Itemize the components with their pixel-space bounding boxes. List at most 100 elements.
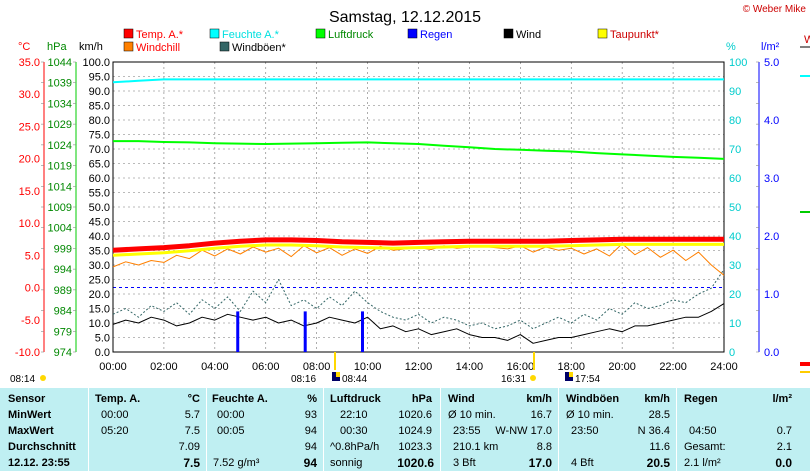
pressure-tick-label: 984 bbox=[54, 306, 72, 318]
gust-bft: 4 Bft bbox=[571, 457, 594, 469]
wind-tick-label: 20.0 bbox=[89, 289, 110, 301]
legend-swatch bbox=[209, 28, 220, 39]
wind-bft: 3 Bft bbox=[453, 457, 476, 469]
sun-marker-label: 08:44 bbox=[342, 374, 367, 385]
stats-col-humidity: Feuchte A. % 00:00 93 00:05 94 94 7.52 g… bbox=[207, 388, 323, 471]
rain-today: 2.1 l/m² bbox=[684, 457, 721, 469]
row-label-current: 12.12. 23:55 bbox=[8, 457, 70, 469]
right-edge-label: W bbox=[804, 34, 810, 46]
rain-tick-label: 2.0 bbox=[764, 231, 779, 243]
rain-total: 2.1 bbox=[776, 441, 792, 453]
legend-label: Luftdruck bbox=[328, 29, 374, 41]
legend-swatch bbox=[315, 28, 326, 39]
pressure-tick-label: 1009 bbox=[48, 202, 72, 214]
wind-distance: 210.1 km bbox=[453, 441, 499, 453]
humidity-tick-label: 50 bbox=[729, 202, 741, 214]
moonset-icon-highlight bbox=[569, 372, 573, 377]
humidity-tick-label: 10 bbox=[729, 318, 741, 330]
temp-tick-label: 30.0 bbox=[19, 89, 40, 101]
legend-swatch bbox=[123, 41, 134, 52]
series-line-luftdruck bbox=[113, 140, 725, 160]
temp-min-time: 00:00 bbox=[101, 409, 129, 421]
series-line-feuchtea bbox=[112, 78, 724, 84]
pressure-tick-label: 1024 bbox=[48, 140, 72, 152]
stats-col-wind: Wind km/h Ø 10 min. 16.7 23:55 W-NW 17.0… bbox=[441, 388, 558, 471]
pressure-tick-label: 979 bbox=[54, 326, 72, 338]
x-tick-label: 20:00 bbox=[608, 361, 636, 373]
pressure-tick-label: 1019 bbox=[48, 161, 72, 173]
wind-tick-label: 65.0 bbox=[89, 159, 110, 171]
temp-header: Temp. A. bbox=[95, 393, 141, 405]
pressure-axis-unit: hPa bbox=[47, 41, 67, 53]
humidity-tick-label: 70 bbox=[729, 144, 741, 156]
pressure-unit: hPa bbox=[411, 393, 432, 405]
gust-max-dir: N 36.4 bbox=[637, 425, 670, 437]
gust-unit: km/h bbox=[644, 393, 670, 405]
humidity-tick-label: 0 bbox=[729, 347, 735, 359]
legend-label: Taupunkt* bbox=[610, 29, 660, 41]
moonrise-marker-label: 08:16 bbox=[291, 374, 316, 385]
pressure-tick-label: 1004 bbox=[48, 223, 72, 235]
gust-header: Windböen bbox=[566, 393, 620, 405]
stats-col-temp: Temp. A. °C 00:00 5.7 05:20 7.5 7.09 7.5 bbox=[89, 388, 206, 471]
row-label-max: MaxWert bbox=[8, 425, 54, 437]
wind-tick-label: 30.0 bbox=[89, 260, 110, 272]
col-separator bbox=[206, 388, 207, 471]
rain-tick-label: 1.0 bbox=[764, 289, 779, 301]
wind-tick-label: 100.0 bbox=[82, 57, 110, 69]
humidity-absolute: 7.52 g/m³ bbox=[213, 457, 260, 469]
humidity-tick-label: 100 bbox=[729, 57, 747, 69]
rain-header: Regen bbox=[684, 393, 718, 405]
wind-tick-label: 25.0 bbox=[89, 275, 110, 287]
chart-title: Samstag, 12.12.2015 bbox=[329, 9, 481, 26]
wind-avg10-label: Ø 10 min. bbox=[448, 409, 496, 421]
pressure-trend: ^0.8hPa/h bbox=[330, 441, 380, 453]
axis-ticks: 35.0 30.0 25.0 20.0 15.0 10.0 5.0 0.0 -5.0 -10.0 1… bbox=[15, 57, 779, 373]
temp-tick-label: 0.0 bbox=[25, 283, 40, 295]
humidity-axis-unit: % bbox=[726, 41, 736, 53]
legend-label: Wind bbox=[516, 29, 541, 41]
x-tick-label: 06:00 bbox=[252, 361, 280, 373]
col-separator bbox=[440, 388, 441, 471]
wind-tick-label: 55.0 bbox=[89, 188, 110, 200]
row-label-sensor: Sensor bbox=[8, 393, 46, 405]
row-label-min: MinWert bbox=[8, 409, 52, 421]
gust-avg: 11.6 bbox=[649, 441, 670, 453]
wind-tick-label: 10.0 bbox=[89, 318, 110, 330]
col-separator bbox=[88, 388, 89, 471]
series-line-tempa bbox=[112, 236, 724, 253]
humidity-avg: 94 bbox=[304, 441, 317, 453]
col-separator bbox=[323, 388, 324, 471]
legend-label: Windchill bbox=[136, 42, 180, 54]
pressure-tick-label: 1029 bbox=[48, 119, 72, 131]
wind-tick-label: 5.0 bbox=[95, 333, 110, 345]
wind-tick-label: 80.0 bbox=[89, 115, 110, 127]
weather-chart: Samstag, 12.12.2015 © Weber Mike Temp. A… bbox=[10, 4, 810, 385]
wind-unit: km/h bbox=[526, 393, 552, 405]
humidity-max-time: 00:05 bbox=[217, 425, 245, 437]
pressure-tick-label: 974 bbox=[54, 347, 72, 359]
temp-unit: °C bbox=[187, 393, 200, 405]
wind-max-dir: W-NW 17.0 bbox=[495, 425, 552, 437]
rain-current: 0.0 bbox=[775, 456, 792, 470]
wind-tick-label: 45.0 bbox=[89, 217, 110, 229]
pressure-current: 1020.6 bbox=[397, 456, 434, 470]
rain-axis-unit: l/m² bbox=[761, 41, 780, 53]
wind-avg: 8.8 bbox=[536, 441, 552, 453]
temp-tick-label: 35.0 bbox=[19, 57, 40, 69]
wind-current: 17.0 bbox=[528, 456, 552, 470]
legend-swatch bbox=[503, 28, 514, 39]
stats-row-labels: Sensor MinWert MaxWert Durchschnitt 12.1… bbox=[0, 388, 88, 471]
wind-header: Wind bbox=[448, 393, 475, 405]
legend-swatch bbox=[407, 28, 418, 39]
temp-tick-label: -10.0 bbox=[15, 347, 40, 359]
legend-label: Temp. A.* bbox=[136, 29, 184, 41]
humidity-min-time: 00:00 bbox=[217, 409, 245, 421]
pressure-tick-label: 1039 bbox=[48, 78, 72, 90]
wind-tick-label: 0.0 bbox=[95, 347, 110, 359]
pressure-max: 1024.9 bbox=[398, 425, 432, 437]
rain-tick-label: 4.0 bbox=[764, 115, 779, 127]
humidity-tick-label: 40 bbox=[729, 231, 741, 243]
rain-tick-label: 5.0 bbox=[764, 57, 779, 69]
temp-avg: 7.09 bbox=[178, 441, 200, 453]
